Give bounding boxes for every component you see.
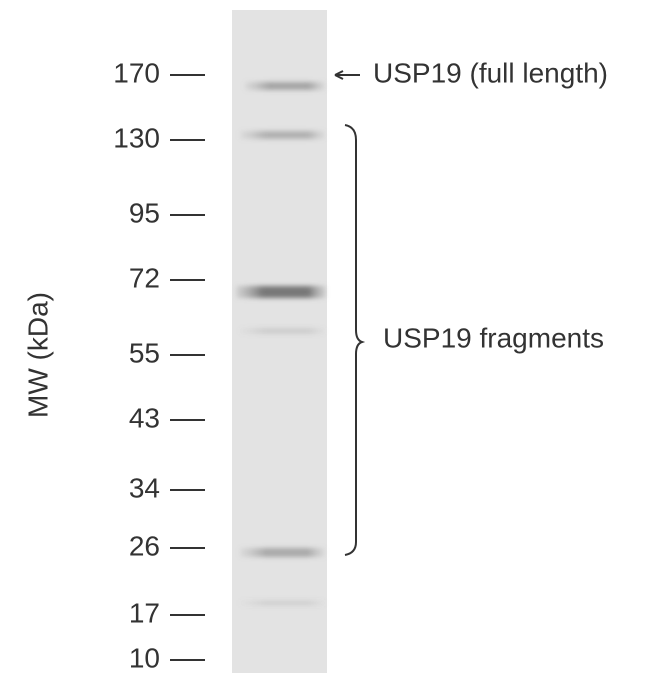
band [236,286,326,298]
marker-label: 130 [113,122,160,153]
brace [345,125,362,555]
gel-lane [232,10,327,673]
marker-label: 26 [129,530,160,561]
y-axis-label: MW (kDa) [22,292,53,418]
marker-label: 95 [129,197,160,228]
annotation: USP19 fragments [383,322,604,353]
marker-label: 43 [129,402,160,433]
band [245,82,325,90]
blot-figure: MW (kDa) USP19 (full length) USP19 fragm… [0,0,672,673]
marker-label: 55 [129,337,160,368]
band [240,548,325,557]
annotation: USP19 (full length) [373,57,608,88]
band [240,131,325,139]
marker-label: 10 [129,642,160,673]
band [240,328,325,334]
marker-label: 17 [129,597,160,628]
band [240,600,325,606]
marker-label: 170 [113,57,160,88]
marker-label: 34 [129,472,160,503]
marker-label: 72 [129,262,160,293]
